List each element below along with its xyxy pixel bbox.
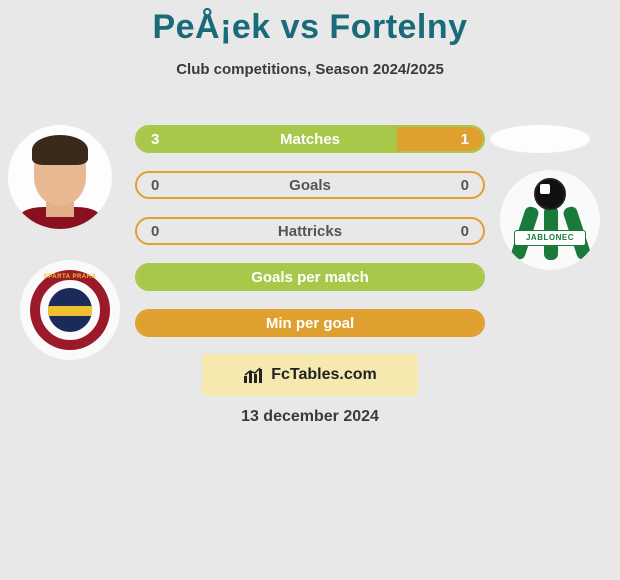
stat-row: 0 0 Goals	[135, 171, 485, 199]
stat-label: Min per goal	[266, 315, 354, 332]
stats-container: 3 1 Matches 0 0 Goals 0 0 Hattricks Goals per mat…	[135, 125, 485, 355]
fctables-watermark: FcTables.com	[202, 354, 418, 396]
stat-label: Goals	[289, 177, 331, 194]
stat-right-fill: 0	[447, 219, 483, 243]
stat-label: Matches	[280, 131, 340, 148]
stat-right-value: 0	[461, 177, 469, 194]
stat-right-fill	[455, 265, 483, 289]
watermark-text: FcTables.com	[271, 366, 377, 384]
stat-left-fill: 3	[137, 127, 397, 151]
stat-left-value: 0	[151, 177, 159, 194]
right-player-avatar	[490, 125, 590, 153]
stat-right-value: 1	[461, 131, 469, 148]
stat-right-fill: 1	[397, 127, 484, 151]
stat-row: 3 1 Matches	[135, 125, 485, 153]
stat-right-fill: 0	[447, 173, 483, 197]
comparison-date: 13 december 2024	[0, 408, 620, 426]
right-club-crest: JABLONEC	[500, 170, 600, 270]
comparison-subtitle: Club competitions, Season 2024/2025	[0, 61, 620, 78]
stat-row: Min per goal	[135, 309, 485, 337]
stat-row: 0 0 Hattricks	[135, 217, 485, 245]
stat-left-value: 3	[151, 131, 159, 148]
left-player-avatar	[8, 125, 112, 229]
stat-label: Goals per match	[251, 269, 369, 286]
left-club-crest: SPARTA PRAHA	[20, 260, 120, 360]
chart-icon	[243, 366, 265, 384]
stat-left-fill: 0	[137, 173, 173, 197]
stat-label: Hattricks	[278, 223, 342, 240]
comparison-title: PeÅ¡ek vs Fortelny	[0, 0, 620, 47]
stat-left-value: 0	[151, 223, 159, 240]
right-club-name: JABLONEC	[514, 230, 586, 246]
stat-left-fill: 0	[137, 219, 173, 243]
stat-right-value: 0	[461, 223, 469, 240]
left-club-name: SPARTA PRAHA	[20, 274, 120, 280]
stat-row: Goals per match	[135, 263, 485, 291]
